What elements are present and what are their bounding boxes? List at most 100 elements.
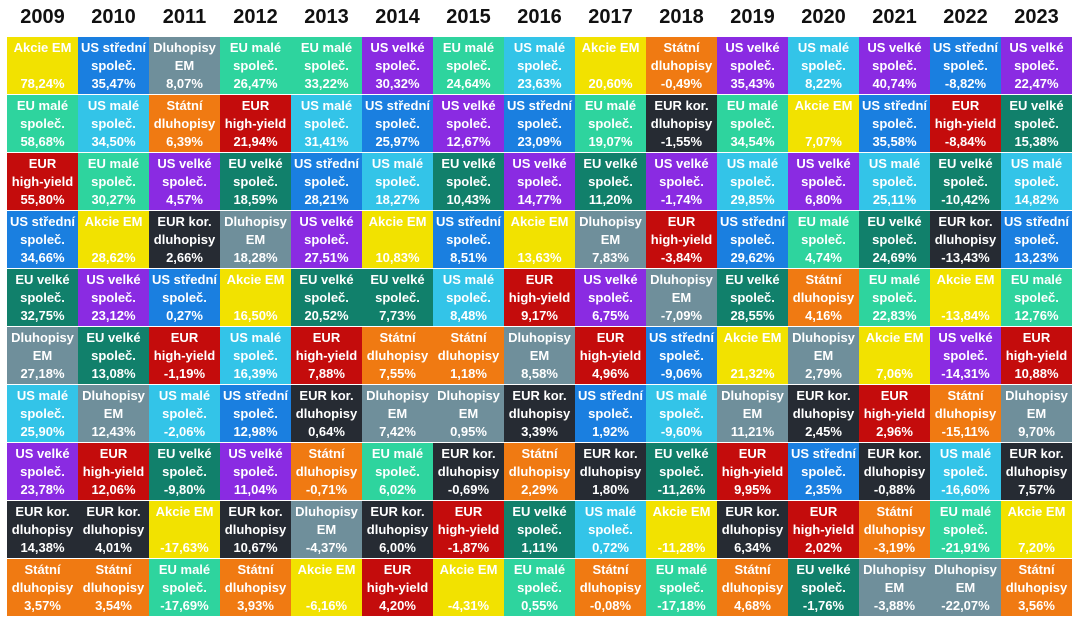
return-value: 7,06% [876,366,913,381]
return-cell: US velké společ. 23,78% [7,443,78,500]
return-value: 2,66% [166,250,203,265]
return-cell: EU velké společ. -9,80% [149,443,220,500]
return-cell: US velké společ. 40,74% [859,37,930,94]
return-cell: Dluhopisy EM -3,88% [859,559,930,616]
asset-class-label: US malé společ. [655,388,708,421]
asset-class-label: EUR kor. dluhopisy [153,214,216,247]
return-value: -21,91% [941,540,990,555]
return-cell: Státní dluhopisy 6,39% [149,95,220,152]
return-cell: EU malé společ. 26,47% [220,37,291,94]
asset-class-label: Státní dluhopisy [11,562,74,595]
return-value: 2,02% [805,540,842,555]
return-value: 35,47% [91,76,136,91]
return-cell: EU malé společ. 22,83% [859,269,930,326]
return-value: 4,01% [95,540,132,555]
asset-class-label: Akcie EM [84,214,143,229]
return-cell: EU velké společ. 20,52% [291,269,362,326]
return-cell: US velké společ. 23,12% [78,269,149,326]
asset-class-label: EUR high-yield [82,446,145,479]
return-value: 2,45% [805,424,842,439]
return-value: 25,11% [872,192,917,207]
return-cell: EU malé společ. 34,54% [717,95,788,152]
return-cell: EUR kor. dluhopisy 0,64% [291,385,362,442]
asset-class-label: EU malé společ. [371,446,424,479]
return-value: -13,43% [941,250,990,265]
return-value: 0,72% [592,540,629,555]
return-cell: Dluhopisy EM 8,58% [504,327,575,384]
asset-class-label: US velké společ. [725,40,780,73]
return-value: -0,88% [873,482,916,497]
asset-class-label: EU velké společ. [512,504,567,537]
return-value: 6,75% [592,308,629,323]
return-cell: US střední společ. 8,51% [433,211,504,268]
asset-class-label: US malé společ. [939,446,992,479]
asset-class-label: EU malé společ. [726,98,779,131]
asset-class-label: Státní dluhopisy [153,98,216,131]
return-cell: Státní dluhopisy -0,08% [575,559,646,616]
return-value: -17,69% [160,598,209,613]
return-value: 24,64% [446,76,491,91]
return-value: 28,62% [91,250,136,265]
year-header: 2009 [20,5,65,28]
asset-class-label: Státní dluhopisy [437,330,500,363]
return-value: -16,60% [941,482,990,497]
asset-class-label: Státní dluhopisy [366,330,429,363]
return-cell: EUR kor. dluhopisy -0,88% [859,443,930,500]
asset-class-label: Státní dluhopisy [650,40,713,73]
return-cell: Státní dluhopisy 3,57% [7,559,78,616]
return-cell: Akcie EM 28,62% [78,211,149,268]
return-cell: US malé společ. -9,60% [646,385,717,442]
return-value: 25,90% [20,424,65,439]
asset-class-label: EUR high-yield [11,156,74,189]
return-value: 21,32% [730,366,775,381]
year-header: 2015 [446,5,491,28]
return-cell: EUR high-yield 2,02% [788,501,859,558]
return-cell: Dluhopisy EM 7,42% [362,385,433,442]
return-value: 33,22% [304,76,349,91]
year-header: 2023 [1014,5,1059,28]
return-cell: US střední společ. -8,82% [930,37,1001,94]
return-value: 30,32% [375,76,420,91]
return-cell: EU velké společ. -11,26% [646,443,717,500]
return-value: -1,19% [163,366,206,381]
asset-class-label: US střední společ. [151,272,217,305]
return-cell: Dluhopisy EM 0,95% [433,385,504,442]
return-cell: US střední společ. 23,09% [504,95,575,152]
return-value: 16,50% [233,308,278,323]
asset-class-label: EU velké společ. [228,156,283,189]
return-cell: Akcie EM 20,60% [575,37,646,94]
asset-class-label: US střední společ. [364,98,430,131]
asset-class-label: Dluhopisy EM [366,388,429,421]
year-header: 2020 [801,5,846,28]
return-value: -7,09% [660,308,703,323]
return-value: 22,83% [872,308,917,323]
asset-class-label: EUR high-yield [650,214,713,247]
asset-class-label: Akcie EM [581,40,640,55]
return-value: -17,18% [657,598,706,613]
return-cell: Dluhopisy EM 11,21% [717,385,788,442]
return-cell: Státní dluhopisy 3,56% [1001,559,1072,616]
return-cell: EU malé společ. -17,69% [149,559,220,616]
return-value: 8,48% [450,308,487,323]
return-value: 9,70% [1018,424,1055,439]
return-value: 7,83% [592,250,629,265]
asset-class-label: Dluhopisy EM [295,504,358,537]
return-cell: Akcie EM 7,20% [1001,501,1072,558]
return-cell: US velké společ. 12,67% [433,95,504,152]
return-value: -4,37% [305,540,348,555]
asset-class-label: US malé společ. [1010,156,1063,189]
return-value: 3,56% [1018,598,1055,613]
return-cell: Dluhopisy EM -22,07% [930,559,1001,616]
return-cell: US malé společ. 8,22% [788,37,859,94]
asset-class-label: EUR kor. dluhopisy [721,504,784,537]
return-value: 0,64% [308,424,345,439]
return-value: 3,57% [24,598,61,613]
return-cell: EUR kor. dluhopisy 6,00% [362,501,433,558]
return-value: 2,96% [876,424,913,439]
asset-class-label: US malé společ. [584,504,637,537]
return-cell: US malé společ. -2,06% [149,385,220,442]
return-cell: EU velké společ. 24,69% [859,211,930,268]
asset-class-label: Státní dluhopisy [579,562,642,595]
asset-class-label: EUR high-yield [934,98,997,131]
return-cell: Dluhopisy EM 12,43% [78,385,149,442]
